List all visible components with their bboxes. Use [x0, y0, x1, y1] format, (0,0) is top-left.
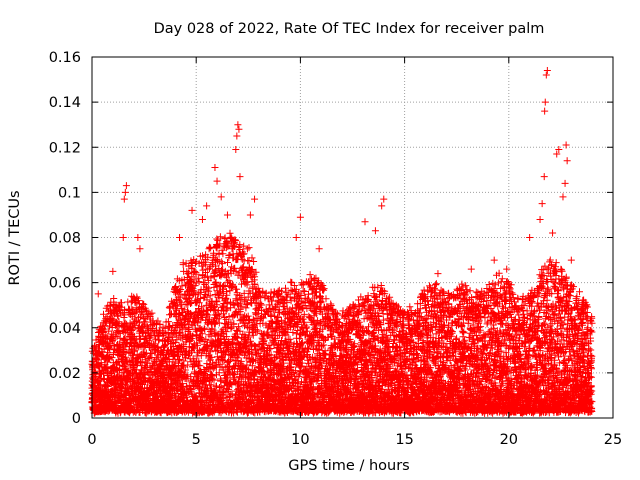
peak-point	[541, 107, 549, 115]
y-tick-label: 0.06	[49, 276, 81, 292]
peak-point	[119, 234, 127, 241]
peak-point	[538, 200, 546, 208]
peak-point	[467, 265, 475, 273]
x-tick-label: 10	[291, 432, 309, 448]
peak-point	[553, 150, 561, 158]
point-cluster	[163, 229, 246, 417]
peak-point	[109, 267, 117, 275]
peak-point	[543, 67, 551, 75]
peak-point	[251, 195, 259, 203]
peak-point	[503, 265, 511, 273]
x-tick-label: 20	[500, 432, 518, 448]
peak-point	[296, 213, 304, 221]
y-tick-label: 0.02	[49, 366, 81, 382]
peak-point	[94, 290, 102, 298]
peak-point	[198, 215, 206, 223]
peak-point	[223, 211, 231, 219]
y-tick-label: 0.04	[49, 321, 81, 337]
peak-point	[134, 234, 142, 241]
peak-point	[378, 202, 386, 210]
peak-point	[561, 179, 569, 187]
chart-title: Day 028 of 2022, Rate Of TEC Index for r…	[154, 21, 545, 37]
peak-point	[490, 256, 498, 264]
peak-point	[549, 229, 557, 237]
peak-point	[232, 146, 240, 154]
y-tick-label: 0.14	[49, 95, 81, 111]
y-tick-label: 0	[72, 411, 81, 427]
peak-point	[540, 173, 548, 181]
peak-point	[233, 132, 241, 140]
point-cluster	[238, 242, 321, 417]
point-cluster	[463, 266, 546, 417]
peak-point	[563, 157, 571, 165]
y-tick-label: 0.1	[58, 185, 81, 201]
x-tick-label: 5	[192, 432, 201, 448]
peak-point	[541, 98, 549, 106]
peak-point	[246, 211, 254, 219]
peak-point	[542, 71, 550, 79]
data-points	[88, 67, 596, 417]
peak-point	[292, 234, 300, 241]
peak-point	[203, 202, 211, 210]
peak-point	[236, 173, 244, 181]
peak-point	[559, 193, 567, 201]
peak-point	[234, 121, 242, 129]
x-tick-label: 25	[604, 432, 622, 448]
y-axis-label: ROTI / TECUs	[7, 190, 23, 285]
peak-point	[380, 195, 388, 203]
y-tick-label: 0.16	[49, 50, 81, 66]
x-tick-label: 15	[395, 432, 413, 448]
peak-point	[217, 193, 225, 201]
point-cluster	[88, 292, 171, 417]
peak-point	[213, 177, 221, 185]
point-cluster	[313, 277, 396, 417]
peak-point	[120, 195, 128, 203]
peak-point	[235, 125, 243, 133]
peak-point	[536, 215, 544, 223]
y-tick-label: 0.12	[49, 140, 81, 156]
peak-point	[371, 227, 379, 235]
peak-point	[136, 245, 144, 253]
x-axis-label: GPS time / hours	[288, 458, 409, 474]
peak-point	[122, 182, 130, 190]
peak-point	[176, 234, 184, 241]
peak-point	[555, 146, 563, 154]
point-cluster	[538, 256, 596, 417]
peak-point	[211, 164, 219, 172]
point-cluster	[388, 280, 471, 417]
axis-ticks: 0 5 10 15 20 25 0 0.02 0.04 0.06 0.08 0.1 0.12 0.14 0.…	[49, 50, 623, 448]
peak-point	[434, 270, 442, 278]
y-tick-label: 0.08	[49, 231, 81, 247]
peak-point	[562, 141, 570, 149]
peak-point	[315, 245, 323, 253]
peak-point	[188, 206, 196, 214]
x-tick-label: 0	[87, 432, 96, 448]
peak-point	[526, 234, 534, 241]
peak-point	[361, 218, 369, 226]
peak-point	[121, 188, 129, 196]
peak-point	[567, 256, 575, 264]
